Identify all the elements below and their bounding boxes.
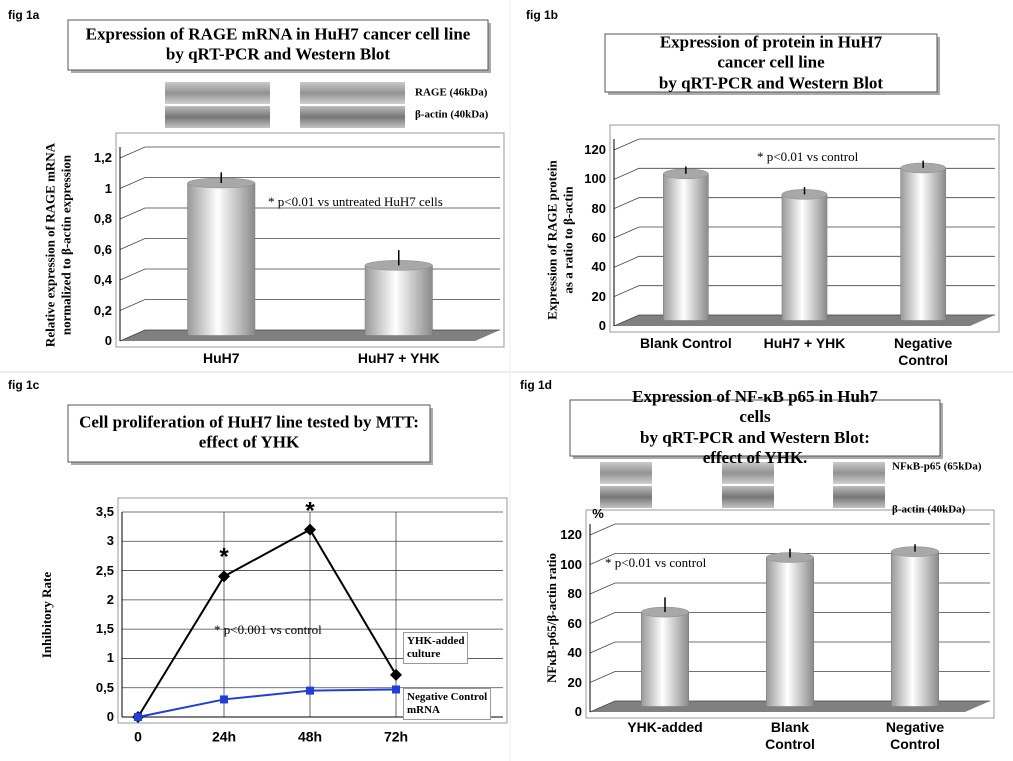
y-tick-label: 0: [105, 333, 112, 349]
grid-line: [120, 239, 500, 250]
figure: fig 1a Expression of RAGE mRNA in HuH7 ca…: [0, 0, 1013, 761]
grid-line: [590, 524, 990, 535]
series-line: [138, 689, 396, 717]
y-tick-label: 80: [568, 586, 582, 602]
bar: [901, 168, 946, 321]
y-tick-label: 80: [592, 201, 606, 217]
y-axis-label: Relative expression of RAGE mRNA normali…: [42, 143, 73, 347]
x-tick-label: HuH7 + YHK: [764, 335, 846, 352]
y-tick-label: 20: [568, 675, 582, 691]
bar: [891, 552, 939, 707]
y-tick-label: 0: [107, 709, 114, 725]
y-tick-label: 120: [584, 142, 606, 158]
panel-label: fig 1c: [8, 378, 39, 392]
blot-band: [600, 486, 652, 508]
x-tick-label: 48h: [298, 729, 322, 746]
blot-band: [165, 106, 270, 128]
bar: [782, 194, 827, 320]
annotation: * p<0.001 vs control: [214, 622, 322, 638]
x-tick-label: Blank Control: [640, 335, 732, 352]
legend-entry: Negative Control mRNA: [403, 688, 491, 720]
bar: [188, 183, 255, 336]
y-tick-label: 20: [592, 289, 606, 305]
chart-title: Expression of RAGE mRNA in HuH7 cancer c…: [86, 25, 471, 66]
unit-label: %: [592, 506, 604, 522]
blot-band: [165, 82, 270, 104]
y-axis-label: NFκB-p65/β-actin ratio: [544, 553, 560, 683]
y-tick-label: 0: [599, 318, 606, 334]
y-tick-label: 3: [107, 533, 114, 549]
y-tick-label: 1,2: [94, 150, 112, 166]
grid-line: [120, 178, 500, 189]
blot-band: [300, 106, 405, 128]
y-tick-label: 60: [592, 230, 606, 246]
x-tick-label: Blank Control: [765, 719, 815, 753]
blot-band: [722, 486, 774, 508]
x-tick-label: Negative Control: [886, 719, 944, 753]
y-tick-label: 3,5: [96, 504, 114, 520]
grid-line: [120, 269, 500, 280]
y-tick-label: 1: [105, 181, 112, 197]
chart-canvas: [0, 0, 1013, 761]
y-tick-label: 0,4: [94, 272, 112, 288]
grid-line: [120, 147, 500, 158]
y-tick-label: 100: [560, 557, 582, 573]
bar: [365, 265, 432, 335]
marker: [134, 713, 142, 721]
annotation: * p<0.01 vs control: [757, 149, 858, 165]
bar: [641, 612, 689, 706]
x-tick-label: YHK-added: [627, 719, 702, 736]
y-tick-label: 100: [584, 172, 606, 188]
significance-star: *: [305, 497, 314, 526]
floor: [120, 330, 500, 341]
y-tick-label: 60: [568, 616, 582, 632]
significance-star: *: [219, 544, 228, 573]
blot-band: [300, 82, 405, 104]
y-tick-label: 0,8: [94, 211, 112, 227]
y-axis-label: Expression of RAGE protein as a ratio to…: [544, 160, 575, 320]
annotation: * p<0.01 vs control: [605, 555, 706, 571]
panel-label: fig 1b: [526, 8, 558, 22]
annotation: * p<0.01 vs untreated HuH7 cells: [268, 194, 443, 210]
x-tick-label: HuH7 + YHK: [358, 350, 440, 367]
blot-label: NFκB-p65 (65kDa): [892, 460, 982, 473]
y-tick-label: 0: [575, 704, 582, 720]
y-axis-label: Inhibitory Rate: [39, 572, 55, 658]
chart-title: Expression of protein in HuH7 cancer cel…: [650, 32, 892, 93]
y-tick-label: 0,6: [94, 242, 112, 258]
blot-label: RAGE (46kDa): [415, 86, 487, 99]
y-tick-label: 1: [107, 651, 114, 667]
y-tick-label: 2: [107, 592, 114, 608]
marker: [392, 685, 400, 693]
x-tick-label: 24h: [212, 729, 236, 746]
x-tick-label: Negative Control: [894, 335, 952, 369]
blot-band: [833, 486, 885, 508]
y-tick-label: 2,5: [96, 563, 114, 579]
bar: [766, 558, 814, 707]
x-tick-label: HuH7: [203, 350, 240, 367]
y-tick-label: 1,5: [96, 621, 114, 637]
y-tick-label: 0,2: [94, 303, 112, 319]
plot-frame: [116, 133, 504, 347]
marker: [306, 687, 314, 695]
bar: [663, 174, 708, 321]
y-tick-label: 40: [592, 260, 606, 276]
y-tick-label: 0,5: [96, 680, 114, 696]
marker: [390, 669, 402, 681]
x-tick-label: 0: [134, 729, 142, 746]
y-tick-label: 120: [560, 527, 582, 543]
marker: [220, 695, 228, 703]
legend-entry: YHK-added culture: [403, 632, 468, 664]
panel-label: fig 1d: [520, 378, 552, 392]
chart-title: Cell proliferation of HuH7 line tested b…: [79, 413, 419, 454]
blot-label: β-actin (40kDa): [415, 108, 488, 121]
grid-line: [120, 300, 500, 311]
chart-title: Expression of NF-κB p65 in Huh7 cells by…: [626, 387, 884, 469]
blot-label: β-actin (40kDa): [892, 503, 965, 516]
x-tick-label: 72h: [384, 729, 408, 746]
panel-label: fig 1a: [8, 8, 39, 22]
y-tick-label: 40: [568, 645, 582, 661]
